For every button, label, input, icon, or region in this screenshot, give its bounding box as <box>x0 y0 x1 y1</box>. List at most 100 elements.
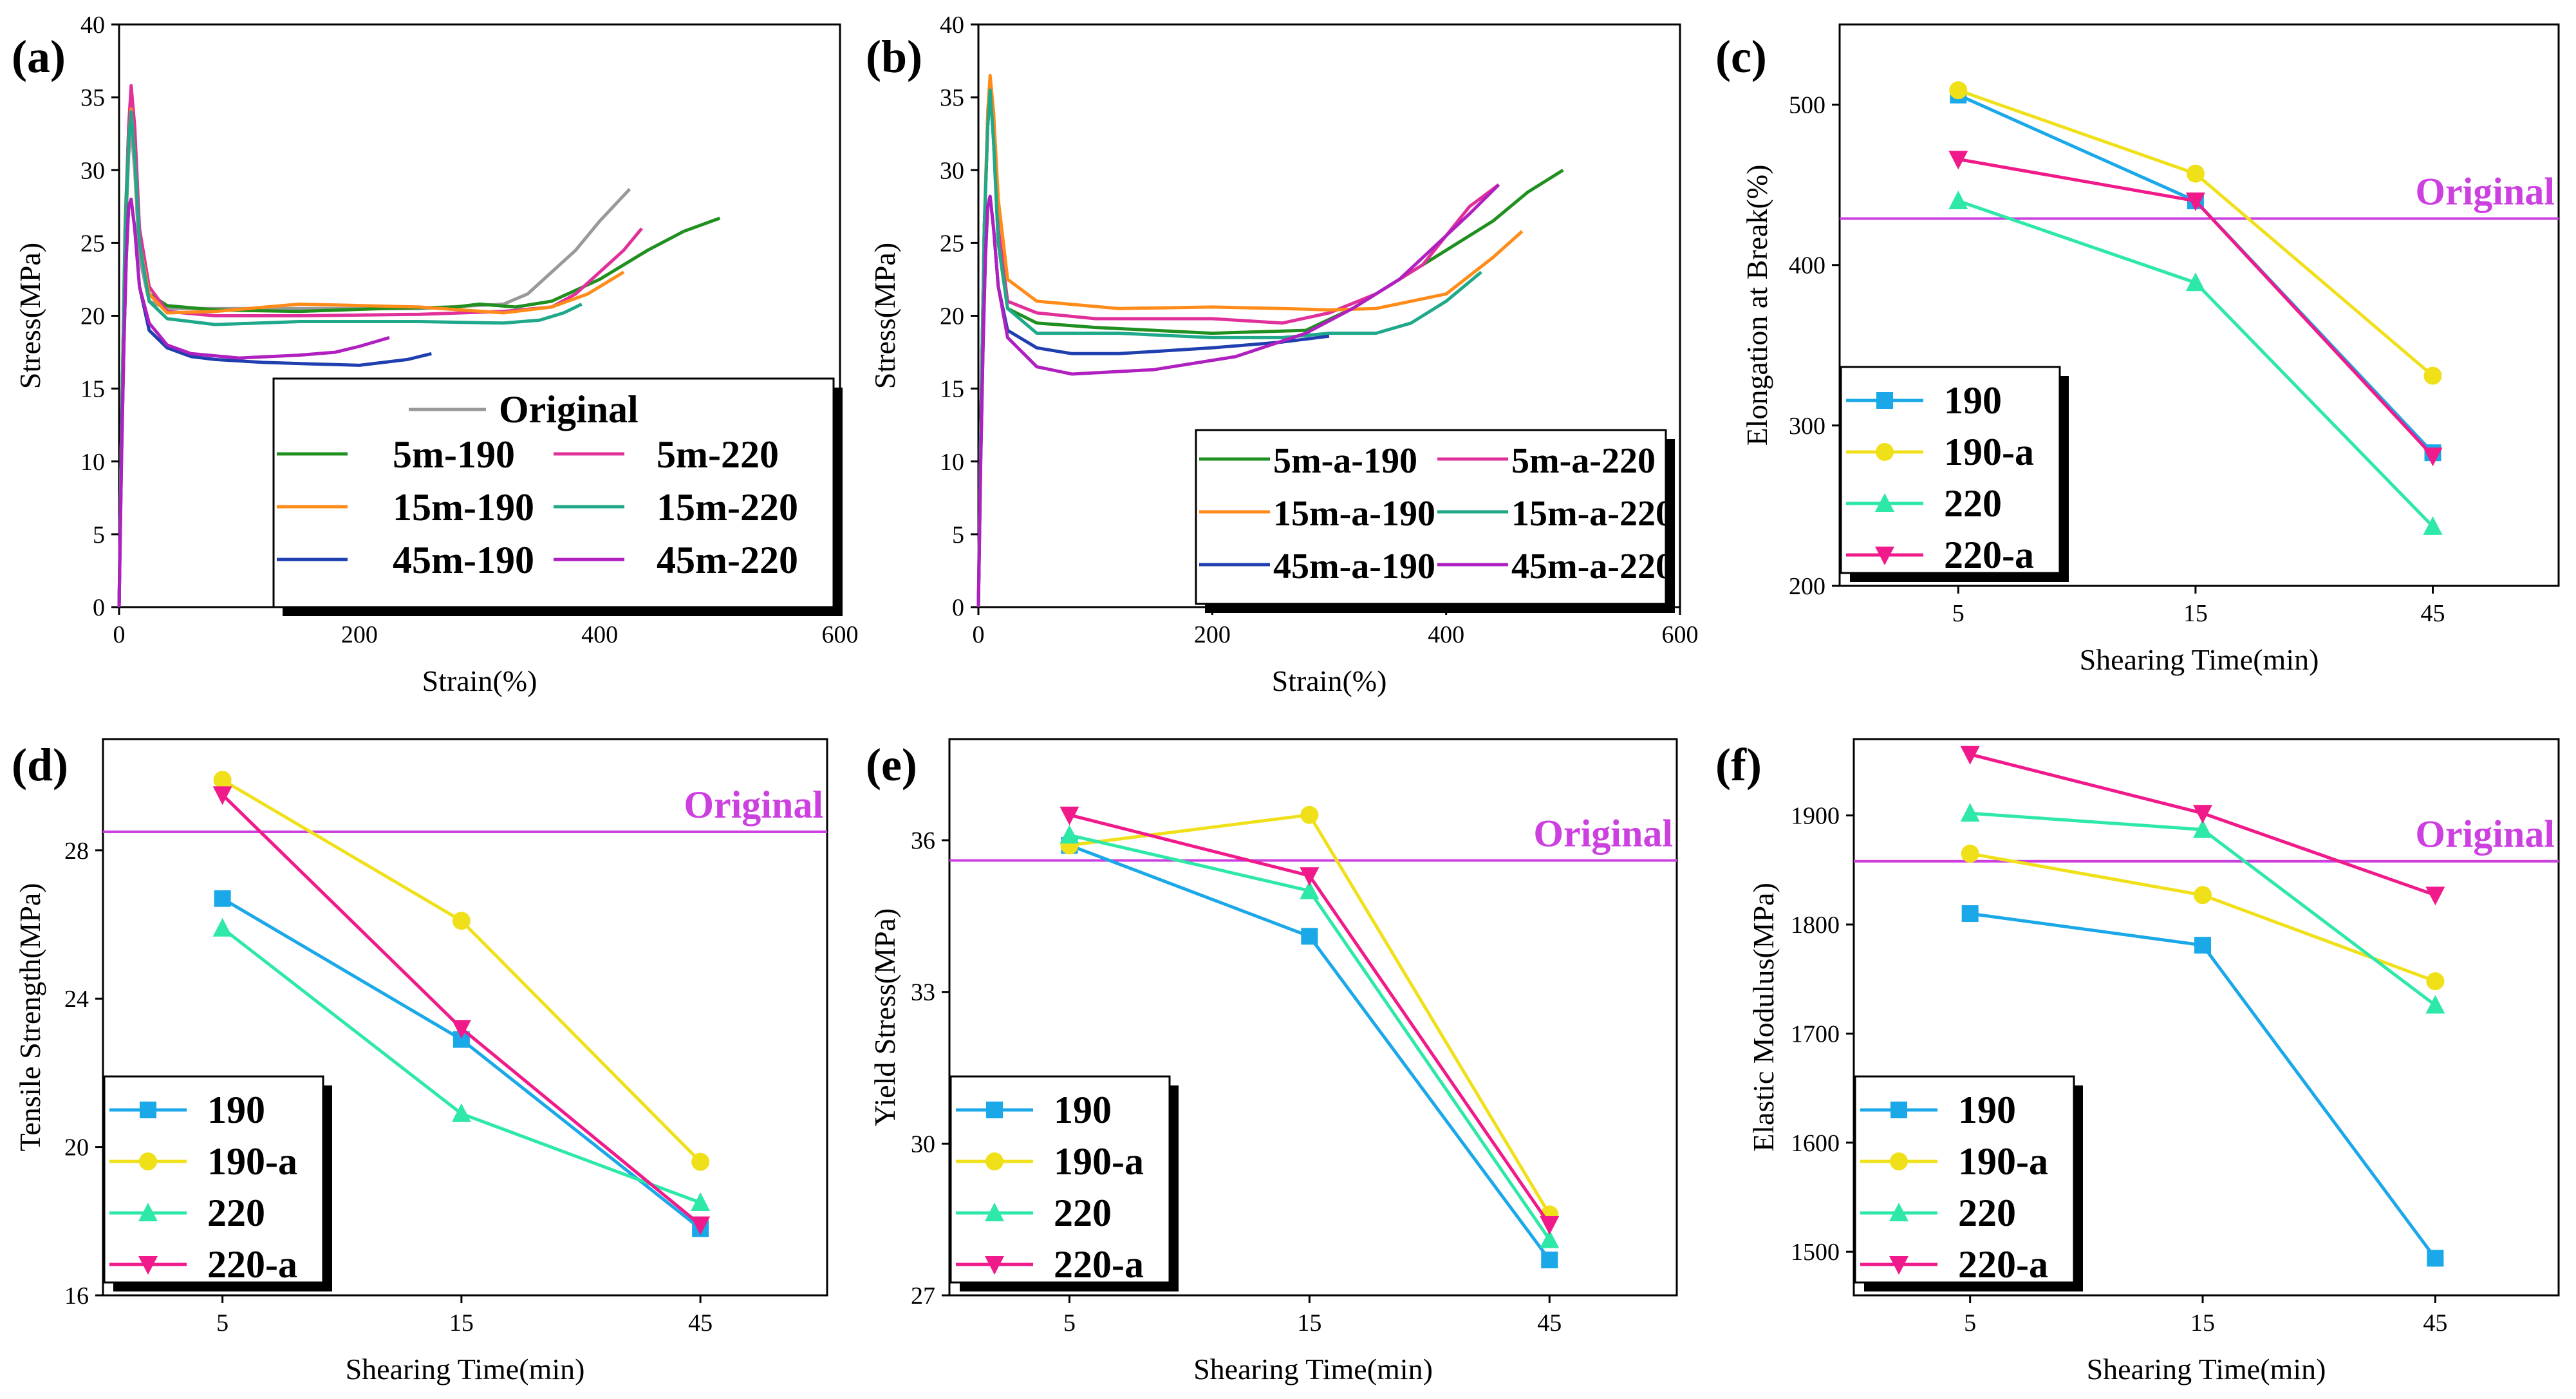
x-tick-label: 15 <box>2183 600 2208 627</box>
y-axis-label: Yield Stress(MPa) <box>868 908 901 1127</box>
y-tick-label: 40 <box>940 12 964 39</box>
x-tick-label: 45 <box>2421 600 2445 627</box>
y-tick-label: 5 <box>93 521 105 549</box>
plot-frame <box>948 738 1678 1297</box>
data-point-220-a <box>451 1020 471 1039</box>
plot-frame <box>1853 738 2560 1297</box>
data-point-220 <box>1960 803 1980 822</box>
x-axis-label: Shearing Time(min) <box>1193 1353 1433 1385</box>
y-tick-label: 35 <box>80 84 105 111</box>
legend-label-45m-190: 45m-190 <box>393 539 534 581</box>
x-tick-label: 0 <box>973 621 985 648</box>
panel-label: (e) <box>866 739 917 791</box>
data-point-220-a <box>1960 746 1980 765</box>
legend-marker-220-a <box>985 1256 1004 1275</box>
data-point-220-a <box>2425 887 2445 906</box>
legend-marker-190-a <box>985 1152 1003 1170</box>
legend-marker-220 <box>985 1203 1004 1221</box>
y-tick-label: 20 <box>940 303 964 330</box>
legend-marker-220 <box>1889 1203 1909 1221</box>
panel-label: (c) <box>1715 31 1767 82</box>
plot-frame <box>1838 23 2560 587</box>
legend-label-190: 190 <box>1958 1089 2016 1131</box>
data-point-220 <box>1300 880 1320 899</box>
y-tick-label: 5 <box>952 521 964 549</box>
data-point-220 <box>2185 272 2205 292</box>
data-point-190 <box>2427 1250 2444 1267</box>
legend-label-190-a: 190-a <box>207 1140 297 1183</box>
y-tick-label: 30 <box>911 1131 935 1158</box>
legend-label-220-a: 220-a <box>1054 1243 1144 1286</box>
x-tick-label: 400 <box>581 621 618 648</box>
x-tick-label: 400 <box>1428 621 1464 648</box>
legend-label-15m-190: 15m-190 <box>393 486 534 529</box>
legend-label-15m-a-220: 15m-a-220 <box>1511 494 1674 534</box>
chart-panel-c: (c) Elongation at Break(%) Shearing Time(m… <box>1715 23 2560 676</box>
legend-marker-190 <box>986 1102 1003 1118</box>
data-point-190 <box>1301 928 1318 945</box>
y-tick-label: 15 <box>80 376 105 403</box>
data-point-190-a <box>452 912 471 930</box>
legend-label-5m-a-190: 5m-a-190 <box>1273 441 1417 481</box>
series-line-220 <box>1970 811 2436 1007</box>
y-tick-label: 35 <box>940 84 964 111</box>
y-tick-label: 0 <box>952 594 964 621</box>
y-tick-label: 400 <box>1789 252 1825 279</box>
panel-label: (a) <box>12 31 66 82</box>
data-point-220 <box>451 1103 471 1122</box>
legend-marker-190-a <box>139 1152 157 1170</box>
data-point-220-a <box>2193 805 2213 824</box>
y-axis-label: Stress(MPa) <box>14 243 46 389</box>
x-axis-label: Shearing Time(min) <box>346 1353 585 1385</box>
x-axis-label: Shearing Time(min) <box>2080 643 2319 676</box>
legend-marker-190 <box>1890 1102 1907 1118</box>
legend-box <box>272 377 835 608</box>
y-tick-label: 16 <box>64 1282 89 1310</box>
legend-label-15m-a-190: 15m-a-190 <box>1273 494 1435 534</box>
y-tick-label: 0 <box>93 594 105 621</box>
data-point-190-a <box>2186 164 2205 183</box>
x-tick-label: 45 <box>688 1310 713 1337</box>
y-axis-label: Stress(MPa) <box>868 243 901 389</box>
y-tick-label: 300 <box>1789 413 1825 440</box>
y-tick-label: 24 <box>64 986 89 1013</box>
x-tick-label: 5 <box>1964 1310 1976 1337</box>
legend-label-45m-a-220: 45m-a-220 <box>1511 547 1674 587</box>
chart-panel-f: (f) Elastic Modulus(MPa) Shearing Time(min… <box>1715 738 2560 1385</box>
legend-label-220: 220 <box>1944 482 2002 525</box>
x-tick-label: 200 <box>341 621 378 648</box>
x-axis-label: Strain(%) <box>422 664 537 697</box>
legend-box <box>1195 429 1667 605</box>
x-tick-label: 15 <box>1297 1310 1321 1337</box>
chart-panel-d: (d) Tensile Strength(MPa) Shearing Time(mi… <box>12 738 828 1385</box>
y-tick-label: 20 <box>64 1134 89 1161</box>
legend-label-190-a: 190-a <box>1958 1140 2048 1183</box>
x-axis-label: Shearing Time(min) <box>2087 1353 2326 1385</box>
data-point-190-a <box>2426 972 2445 991</box>
data-point-190-a <box>1961 844 1979 863</box>
data-point-190 <box>214 890 231 907</box>
legend-label-220: 220 <box>1958 1192 2016 1234</box>
legend-label-5m-220: 5m-220 <box>657 433 779 476</box>
data-point-220 <box>2423 516 2443 535</box>
legend-marker-220 <box>1875 493 1894 512</box>
legend-marker-190 <box>1876 392 1893 409</box>
data-point-190 <box>2194 937 2212 954</box>
data-point-220 <box>1059 825 1079 844</box>
legend-label-190-a: 190-a <box>1054 1140 1144 1183</box>
legend-label-190: 190 <box>1944 379 2002 422</box>
x-tick-label: 45 <box>2423 1310 2447 1337</box>
y-tick-label: 15 <box>940 376 964 403</box>
y-tick-label: 27 <box>911 1282 935 1310</box>
data-point-190-a <box>2194 886 2212 905</box>
y-tick-label: 25 <box>80 230 105 257</box>
y-tick-label: 25 <box>940 230 964 257</box>
legend-label-220-a: 220-a <box>1944 534 2034 576</box>
y-tick-label: 30 <box>940 157 964 184</box>
original-label: Original <box>2415 170 2555 212</box>
data-point-220-a <box>691 1216 711 1235</box>
data-point-190 <box>1541 1252 1558 1269</box>
legend-label-5m-a-220: 5m-a-220 <box>1511 441 1656 481</box>
x-tick-label: 0 <box>113 621 126 648</box>
